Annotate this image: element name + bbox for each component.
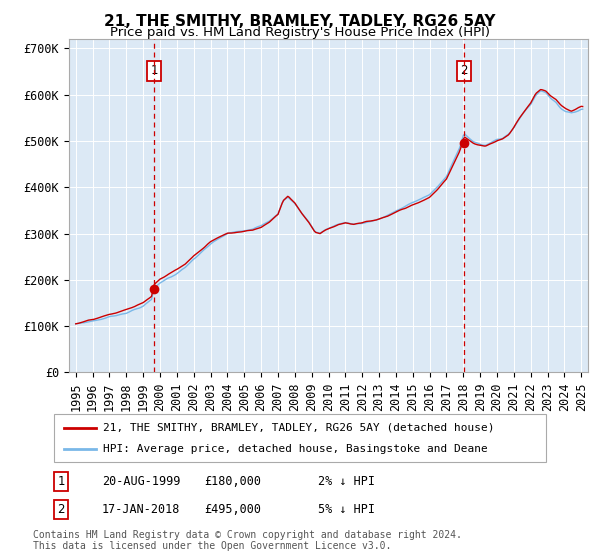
FancyBboxPatch shape (54, 414, 546, 462)
Text: 2: 2 (460, 64, 468, 77)
Text: 1: 1 (150, 64, 158, 77)
Text: £180,000: £180,000 (204, 475, 261, 488)
Text: £495,000: £495,000 (204, 503, 261, 516)
Text: 20-AUG-1999: 20-AUG-1999 (102, 475, 181, 488)
Text: 2% ↓ HPI: 2% ↓ HPI (318, 475, 375, 488)
Text: Price paid vs. HM Land Registry's House Price Index (HPI): Price paid vs. HM Land Registry's House … (110, 26, 490, 39)
Text: HPI: Average price, detached house, Basingstoke and Deane: HPI: Average price, detached house, Basi… (103, 444, 488, 454)
Text: 21, THE SMITHY, BRAMLEY, TADLEY, RG26 5AY: 21, THE SMITHY, BRAMLEY, TADLEY, RG26 5A… (104, 14, 496, 29)
Text: Contains HM Land Registry data © Crown copyright and database right 2024.
This d: Contains HM Land Registry data © Crown c… (33, 530, 462, 551)
Text: 5% ↓ HPI: 5% ↓ HPI (318, 503, 375, 516)
Text: 2: 2 (58, 503, 65, 516)
Text: 21, THE SMITHY, BRAMLEY, TADLEY, RG26 5AY (detached house): 21, THE SMITHY, BRAMLEY, TADLEY, RG26 5A… (103, 423, 494, 433)
Text: 17-JAN-2018: 17-JAN-2018 (102, 503, 181, 516)
Text: 1: 1 (58, 475, 65, 488)
